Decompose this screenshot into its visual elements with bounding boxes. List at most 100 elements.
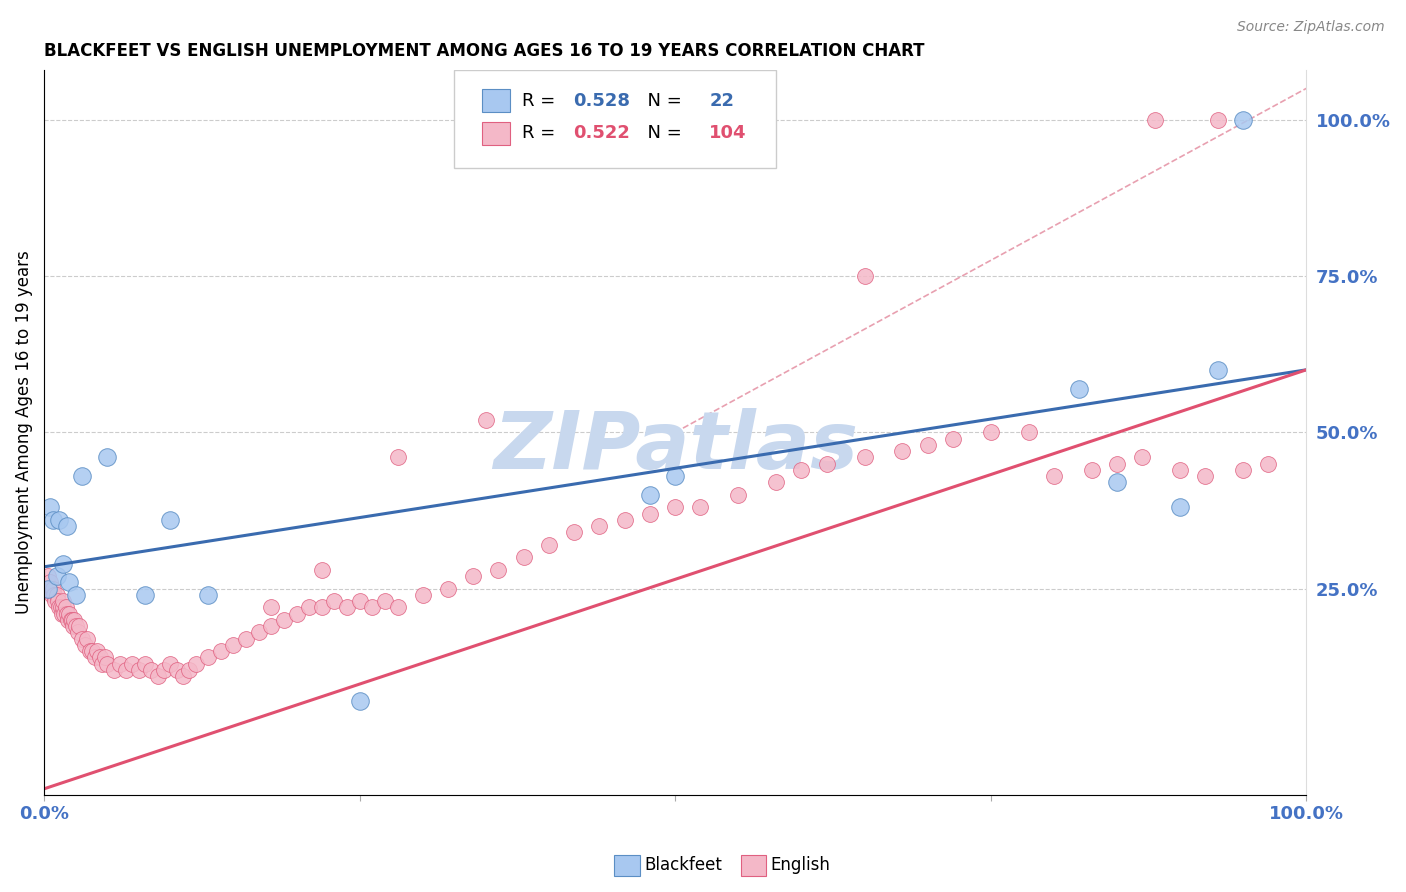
Y-axis label: Unemployment Among Ages 16 to 19 years: Unemployment Among Ages 16 to 19 years — [15, 251, 32, 615]
Point — [53, 607, 76, 621]
Point — [437, 582, 460, 596]
Point — [166, 663, 188, 677]
FancyBboxPatch shape — [482, 122, 510, 145]
Point — [374, 594, 396, 608]
Point — [134, 657, 156, 671]
Point — [96, 450, 118, 465]
Point — [664, 500, 686, 515]
Point — [727, 488, 749, 502]
Point — [37, 582, 59, 596]
Point — [83, 650, 105, 665]
Point — [588, 519, 610, 533]
Point — [1257, 457, 1279, 471]
Point — [70, 469, 93, 483]
Point — [153, 663, 176, 677]
Point — [1130, 450, 1153, 465]
Point — [55, 600, 77, 615]
Point — [48, 600, 70, 615]
Point — [412, 588, 434, 602]
Point — [80, 644, 103, 658]
Point — [349, 694, 371, 708]
Point — [1143, 112, 1166, 127]
Point — [1206, 363, 1229, 377]
Point — [159, 513, 181, 527]
Point — [613, 513, 636, 527]
Point — [285, 607, 308, 621]
Point — [52, 557, 75, 571]
Point — [942, 432, 965, 446]
Point — [1232, 112, 1254, 127]
Point — [62, 619, 84, 633]
Point — [184, 657, 207, 671]
Point — [336, 600, 359, 615]
Point — [56, 607, 79, 621]
Point — [96, 657, 118, 671]
Point — [146, 669, 169, 683]
Point — [159, 657, 181, 671]
Text: BLACKFEET VS ENGLISH UNEMPLOYMENT AMONG AGES 16 TO 19 YEARS CORRELATION CHART: BLACKFEET VS ENGLISH UNEMPLOYMENT AMONG … — [44, 42, 925, 60]
Text: ZIPatlas: ZIPatlas — [492, 408, 858, 486]
Point — [56, 519, 79, 533]
Point — [73, 638, 96, 652]
Point — [93, 650, 115, 665]
Point — [790, 463, 813, 477]
Point — [121, 657, 143, 671]
Point — [56, 613, 79, 627]
Point — [89, 650, 111, 665]
Point — [197, 650, 219, 665]
Point — [917, 438, 939, 452]
Point — [48, 513, 70, 527]
Point — [42, 582, 65, 596]
Text: 0.522: 0.522 — [574, 125, 630, 143]
Point — [1043, 469, 1066, 483]
Point — [1194, 469, 1216, 483]
Point — [63, 613, 86, 627]
Point — [689, 500, 711, 515]
Point — [664, 469, 686, 483]
Point — [349, 594, 371, 608]
Point — [475, 413, 498, 427]
Point — [891, 444, 914, 458]
Point — [103, 663, 125, 677]
Point — [765, 475, 787, 490]
Point — [45, 588, 67, 602]
Point — [537, 538, 560, 552]
Text: N =: N = — [636, 125, 688, 143]
Point — [298, 600, 321, 615]
Point — [273, 613, 295, 627]
Text: N =: N = — [636, 92, 688, 110]
Point — [52, 600, 75, 615]
Point — [1067, 382, 1090, 396]
Point — [45, 569, 67, 583]
Point — [638, 488, 661, 502]
Point — [58, 575, 80, 590]
Point — [179, 663, 201, 677]
Point — [197, 588, 219, 602]
Point — [38, 582, 60, 596]
Point — [512, 550, 534, 565]
Point — [70, 632, 93, 646]
Text: 0.528: 0.528 — [574, 92, 630, 110]
Point — [59, 613, 82, 627]
Point — [562, 525, 585, 540]
FancyBboxPatch shape — [482, 89, 510, 112]
Point — [141, 663, 163, 677]
Point — [42, 513, 65, 527]
Text: Blackfeet: Blackfeet — [644, 856, 721, 874]
Point — [1232, 463, 1254, 477]
Point — [260, 600, 283, 615]
Point — [52, 594, 75, 608]
Point — [37, 569, 59, 583]
Point — [69, 619, 91, 633]
Point — [260, 619, 283, 633]
Point — [58, 607, 80, 621]
Point — [172, 669, 194, 683]
Point — [44, 594, 66, 608]
Point — [115, 663, 138, 677]
Point — [387, 450, 409, 465]
Point — [980, 425, 1002, 440]
Point — [1105, 475, 1128, 490]
Point — [1168, 500, 1191, 515]
Point — [853, 450, 876, 465]
Point — [44, 588, 66, 602]
